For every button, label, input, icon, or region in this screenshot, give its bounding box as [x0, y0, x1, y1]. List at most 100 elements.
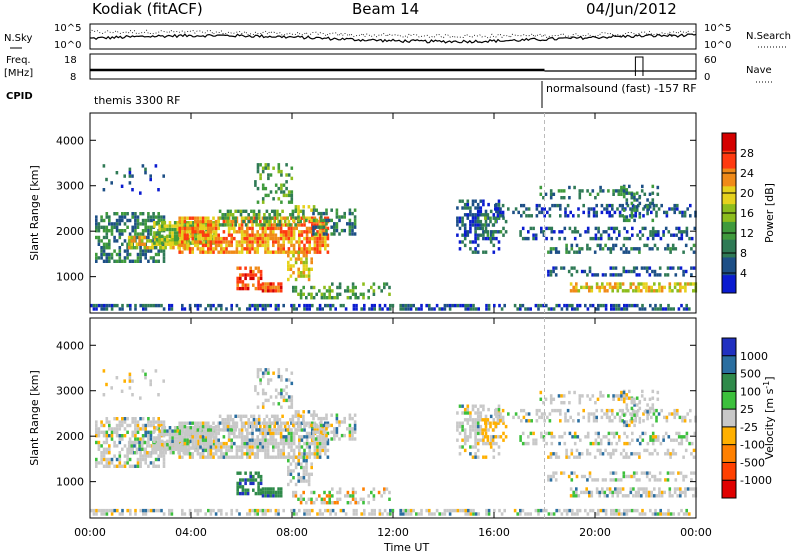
heatmap-cell — [285, 230, 288, 234]
heatmap-cell — [568, 390, 571, 395]
heatmap-cell — [199, 233, 202, 237]
heatmap-cell — [642, 285, 646, 290]
heatmap-cell — [274, 438, 278, 442]
heatmap-cell — [256, 169, 260, 174]
heatmap-cell — [305, 250, 309, 254]
heatmap-cell — [386, 512, 389, 516]
heatmap-cell — [186, 226, 189, 231]
heatmap-cell — [680, 303, 683, 308]
heatmap-cell — [209, 448, 213, 453]
heatmap-cell — [103, 303, 106, 308]
heatmap-cell — [370, 307, 374, 311]
heatmap-cell — [300, 476, 303, 480]
heatmap-cell — [302, 292, 305, 296]
x-tick-label: 00:00 — [680, 526, 712, 539]
heatmap-cell — [251, 445, 254, 449]
heatmap-cell — [628, 218, 631, 223]
heatmap-cell — [662, 438, 665, 442]
heatmap-cell — [115, 427, 119, 431]
heatmap-cell — [153, 234, 156, 238]
heatmap-cell — [680, 508, 683, 513]
heatmap-cell — [324, 448, 327, 453]
heatmap-cell — [234, 219, 237, 224]
heatmap-cell — [494, 203, 497, 208]
heatmap-cell — [236, 488, 239, 492]
heatmap-cell — [253, 236, 257, 241]
heatmap-cell — [476, 438, 480, 442]
heatmap-cell — [331, 303, 335, 308]
heatmap-cell — [549, 269, 553, 274]
heatmap-cell — [501, 419, 505, 423]
y-tick-label: 1000 — [56, 476, 84, 489]
heatmap-cell — [655, 419, 658, 423]
heatmap-cell — [599, 508, 603, 513]
heatmap-cell — [136, 215, 140, 219]
heatmap-cell — [118, 461, 122, 465]
heatmap-cell — [494, 435, 497, 439]
heatmap-cell — [108, 420, 111, 424]
heatmap-cell — [105, 215, 109, 219]
heatmap-cell — [186, 431, 189, 436]
heatmap-cell — [338, 423, 341, 428]
heatmap-cell — [280, 391, 283, 396]
heatmap-cell — [257, 471, 260, 475]
heatmap-cell — [311, 236, 314, 241]
heatmap-cell — [153, 239, 157, 243]
heatmap-cell — [335, 430, 339, 434]
heatmap-cell — [334, 307, 337, 311]
heatmap-cell — [381, 512, 384, 516]
heatmap-cell — [612, 431, 616, 436]
heatmap-cell — [648, 247, 652, 251]
heatmap-cell — [237, 414, 240, 418]
heatmap-cell — [351, 289, 355, 293]
heatmap-cell — [194, 428, 197, 432]
heatmap-cell — [565, 452, 568, 456]
heatmap-cell — [463, 236, 467, 241]
heatmap-cell — [682, 512, 686, 516]
heatmap-cell — [626, 408, 630, 413]
heatmap-cell — [282, 398, 286, 403]
heatmap-cell — [308, 236, 311, 241]
heatmap-cell — [567, 269, 571, 274]
heatmap-cell — [133, 239, 136, 243]
heatmap-cell — [160, 439, 164, 443]
heatmap-cell — [590, 490, 594, 495]
heatmap-cell — [156, 440, 160, 445]
heatmap-cell — [108, 451, 111, 455]
heatmap-cell — [605, 435, 608, 439]
heatmap-cell — [253, 247, 257, 251]
heatmap-cell — [631, 203, 635, 208]
heatmap-cell — [287, 200, 291, 204]
heatmap-cell — [295, 240, 298, 244]
heatmap-cell — [141, 232, 145, 236]
heatmap-cell — [312, 437, 315, 441]
heatmap-cell — [186, 243, 189, 248]
heatmap-cell — [253, 512, 257, 516]
nsky-tick-bottom: 10^0 — [54, 40, 81, 51]
heatmap-cell — [461, 223, 464, 227]
heatmap-cell — [634, 289, 638, 293]
heatmap-cell — [218, 414, 222, 418]
heatmap-cell — [600, 203, 604, 208]
heatmap-cell — [609, 471, 613, 475]
heatmap-cell — [575, 289, 578, 293]
heatmap-cell — [118, 427, 122, 431]
heatmap-cell — [578, 401, 582, 405]
heatmap-cell — [573, 441, 577, 446]
heatmap-cell — [474, 216, 477, 220]
heatmap-cell — [597, 303, 600, 308]
heatmap-cell — [290, 200, 294, 204]
heatmap-cell — [502, 233, 505, 237]
heatmap-cell — [339, 508, 343, 513]
heatmap-cell — [158, 231, 161, 235]
heatmap-cell — [557, 189, 561, 193]
heatmap-cell — [191, 452, 194, 456]
heatmap-cell — [680, 435, 684, 439]
heatmap-cell — [178, 452, 181, 456]
heatmap-cell — [560, 266, 563, 270]
heatmap-cell — [274, 431, 278, 436]
heatmap-cell — [606, 487, 609, 491]
heatmap-cell — [217, 421, 220, 425]
heatmap-cell — [629, 490, 633, 495]
heatmap-cell — [655, 210, 658, 215]
